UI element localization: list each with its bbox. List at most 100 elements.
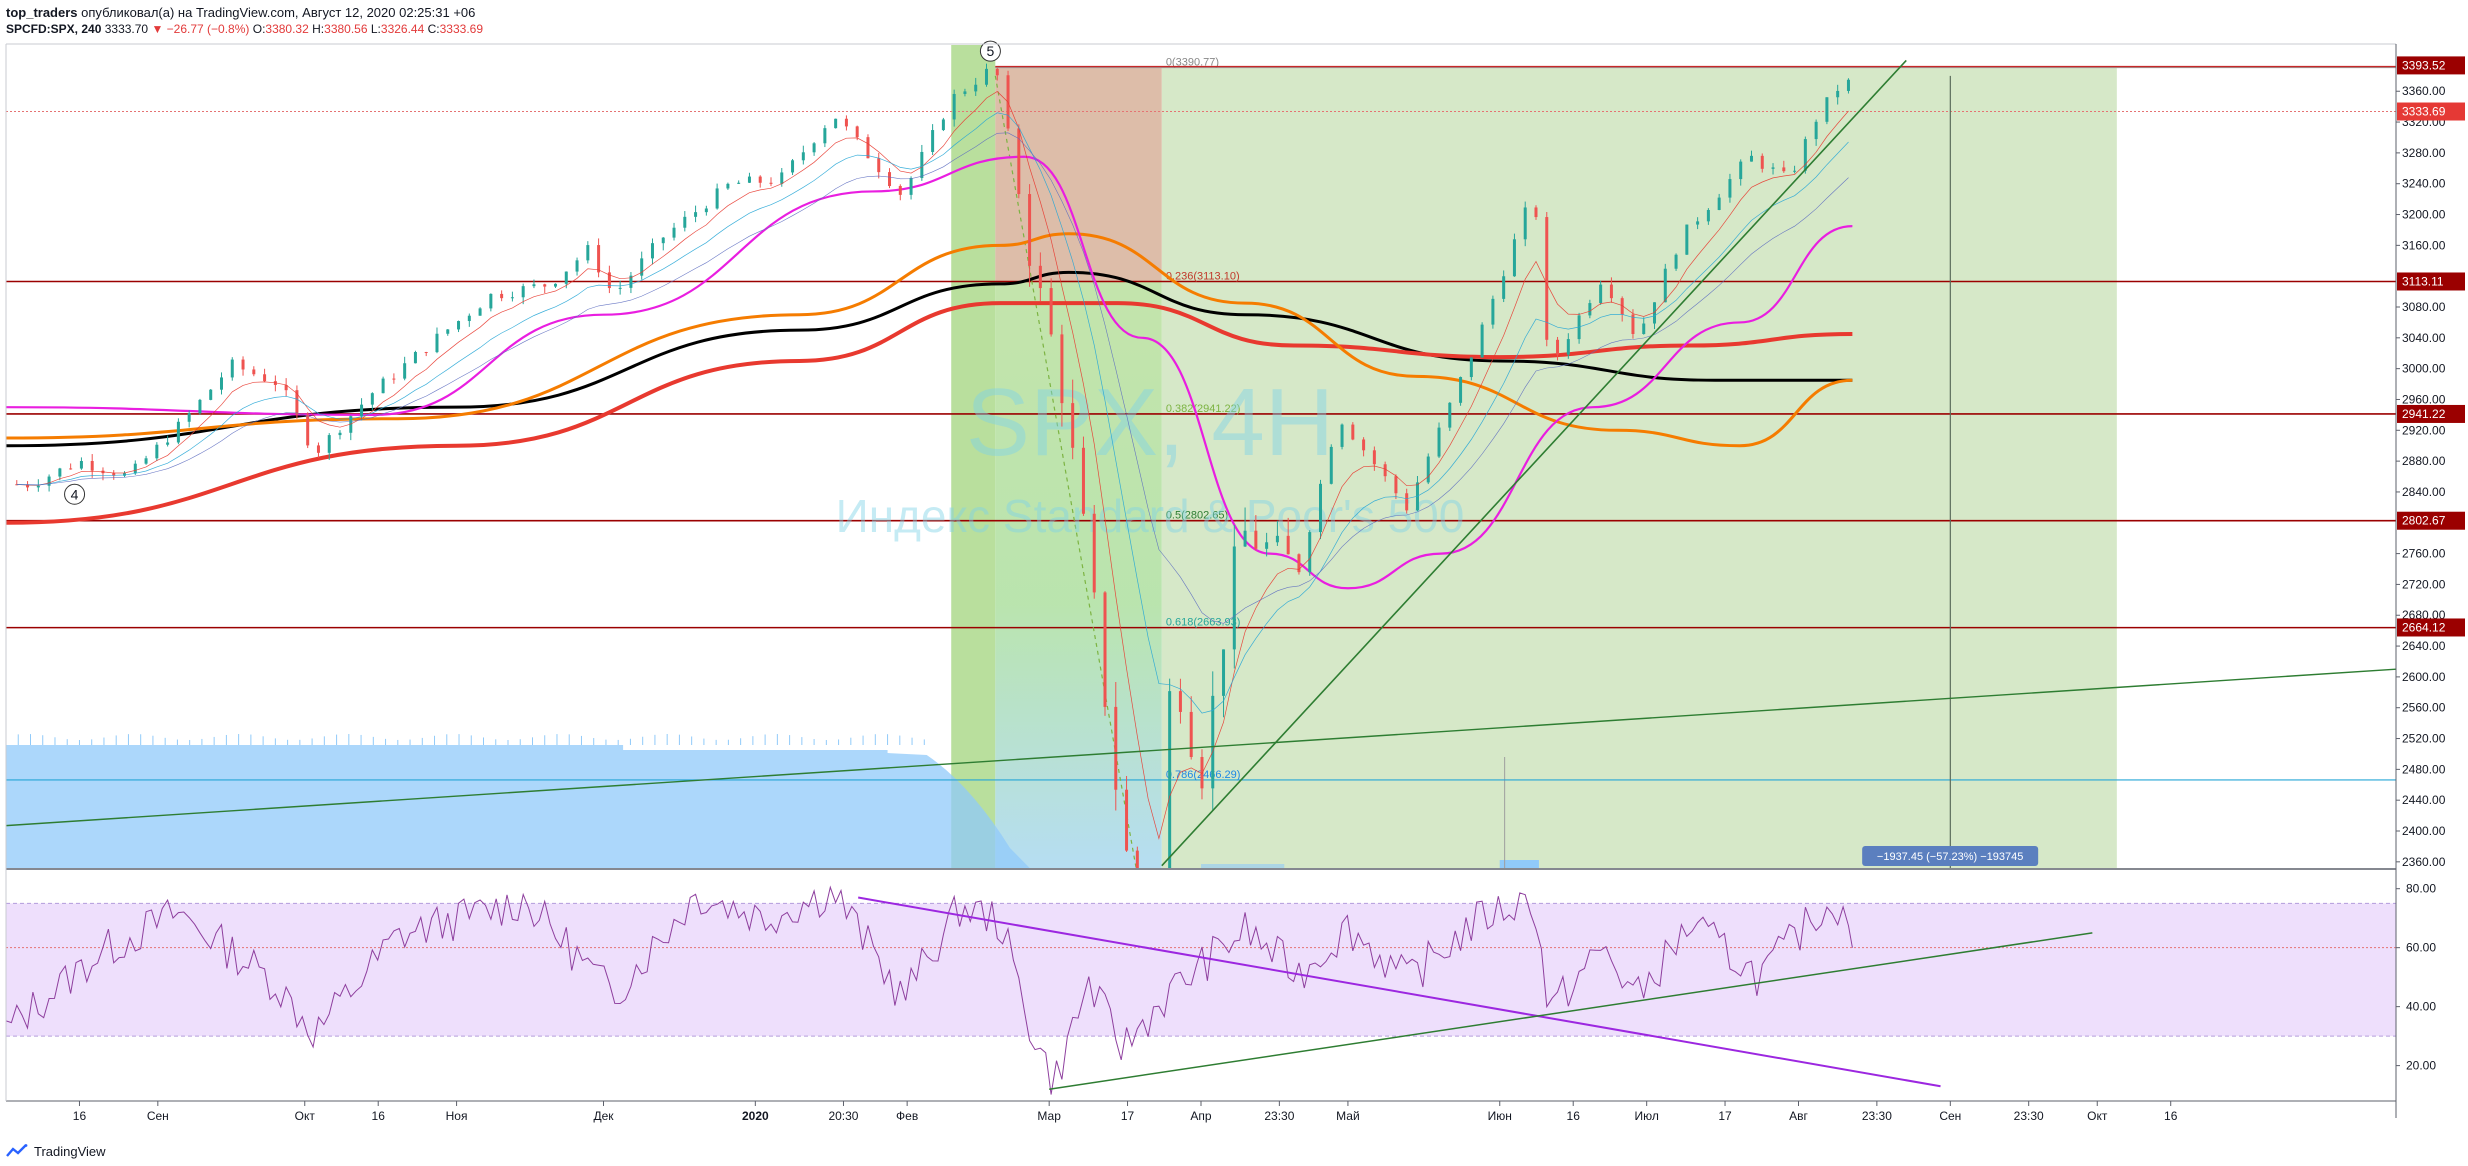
candle-body xyxy=(198,399,202,414)
candle-body xyxy=(543,284,547,287)
wave-circle xyxy=(64,483,86,505)
close-value: 3333.69 xyxy=(439,22,484,36)
candle-body xyxy=(1275,535,1279,543)
uptrend-line xyxy=(1161,59,1907,867)
candle-body xyxy=(834,118,838,129)
candle-body xyxy=(306,414,310,446)
price-axis[interactable]: 3360.003320.003280.003240.003200.003160.… xyxy=(2396,84,2446,869)
candle-body xyxy=(1372,450,1376,465)
rsi-tick-label: 40.00 xyxy=(2406,1000,2436,1014)
candle-body xyxy=(327,435,331,453)
rsi-tick-label: 20.00 xyxy=(2406,1059,2436,1073)
time-tick-label: 23:30 xyxy=(2014,1109,2044,1123)
volume-bar xyxy=(1499,860,1539,868)
candle-body xyxy=(661,237,665,244)
symbol-label[interactable]: SPCFD:SPX, 240 xyxy=(6,22,102,36)
range-measure: −1937.45 (−57.23%) −193745 xyxy=(1862,846,2039,866)
brand-label[interactable]: TradingView xyxy=(34,1143,106,1159)
candle-body xyxy=(403,363,407,379)
candle-body xyxy=(909,178,913,195)
moving-average-line xyxy=(6,270,1853,448)
price-tick-label: 2480.00 xyxy=(2402,762,2446,776)
candle-body xyxy=(1211,695,1215,789)
time-tick-label: 2020 xyxy=(742,1109,769,1123)
candle-body xyxy=(1674,254,1678,269)
price-label-box xyxy=(2397,56,2465,75)
price-tick-label: 2720.00 xyxy=(2402,577,2446,591)
rsi-uptrend-line xyxy=(1049,932,2093,1090)
last-price: 3333.70 xyxy=(104,22,149,36)
candle-body xyxy=(1265,542,1269,549)
candle-body xyxy=(370,393,374,405)
volume-area xyxy=(6,745,1030,868)
time-tick-label: Авг xyxy=(1789,1109,1808,1123)
candle-body xyxy=(1103,592,1107,707)
price-tick-label: 3080.00 xyxy=(2402,300,2446,314)
candle-body xyxy=(123,473,127,476)
time-tick-label: 20:30 xyxy=(828,1109,858,1123)
candle-body xyxy=(1566,339,1570,355)
candle-body xyxy=(1760,155,1764,169)
price-tick-label: 2400.00 xyxy=(2402,824,2446,838)
candle-body xyxy=(683,216,687,228)
candle-body xyxy=(1351,424,1355,440)
time-tick-label: Сен xyxy=(147,1109,169,1123)
candle-body xyxy=(209,389,213,400)
candle-body xyxy=(715,188,719,209)
price-label-text: 3393.52 xyxy=(2402,58,2446,72)
author[interactable]: top_traders xyxy=(6,5,78,20)
candle-body xyxy=(90,460,94,471)
candle-body xyxy=(1685,224,1689,255)
candle-body xyxy=(1017,128,1021,195)
rsi-axis[interactable]: 80.00 60.00 40.00 20.00 xyxy=(2396,882,2436,1073)
candle-body xyxy=(360,404,364,417)
short-moving-average xyxy=(16,91,1849,840)
price-label-text: 3113.11 xyxy=(2402,274,2444,288)
rsi-downtrend-line xyxy=(858,896,1941,1088)
price-tick-label: 3240.00 xyxy=(2402,177,2446,191)
time-tick-label: Фев xyxy=(896,1109,918,1123)
time-axis[interactable]: 16 Сен Окт 16 Ноя Дек 2020 20:30 Фев Мар 17 Апр 23:3… xyxy=(73,1101,2178,1123)
candle-body xyxy=(1232,546,1236,650)
open-label: O: xyxy=(252,22,266,36)
candle-body xyxy=(1189,711,1193,758)
candle-body xyxy=(1114,706,1118,790)
candle-body xyxy=(79,460,83,469)
price-label-text: 2664.12 xyxy=(2402,620,2446,634)
candle-body xyxy=(1512,239,1516,277)
time-tick-label: 23:30 xyxy=(1264,1109,1294,1123)
candle-body xyxy=(1717,197,1721,210)
candle-body xyxy=(640,258,644,276)
candle-body xyxy=(1340,424,1344,447)
candle-body xyxy=(1243,530,1247,547)
candle-body xyxy=(866,137,870,159)
candle-body xyxy=(1329,446,1333,484)
price-tick-label: 2880.00 xyxy=(2402,454,2446,468)
rsi-tick-label: 60.00 xyxy=(2406,941,2436,955)
price-tick-label: 2760.00 xyxy=(2402,547,2446,561)
wave-circle xyxy=(979,40,1001,62)
candle-body xyxy=(467,315,471,322)
candle-body xyxy=(1696,221,1700,225)
candle-body xyxy=(1588,303,1592,316)
rsi-pane xyxy=(6,885,2396,1095)
candle-body xyxy=(26,484,30,488)
candle-body xyxy=(1620,298,1624,315)
candle-body xyxy=(1502,276,1506,299)
time-tick-label: Май xyxy=(1336,1109,1360,1123)
candle-body xyxy=(1319,483,1322,533)
candle-body xyxy=(219,377,223,390)
candle-body xyxy=(931,130,935,152)
wave-labels: 54 xyxy=(64,40,1001,505)
time-tick-label: 17 xyxy=(1121,1109,1135,1123)
candle-body xyxy=(144,458,148,464)
candle-body xyxy=(1200,757,1204,789)
price-label-box xyxy=(2397,618,2465,637)
candle-body xyxy=(252,369,256,375)
candle-body xyxy=(1071,403,1075,448)
candle-body xyxy=(1814,121,1818,140)
candle-body xyxy=(435,333,439,353)
candle-body xyxy=(758,176,762,183)
candle-body xyxy=(1771,167,1775,169)
